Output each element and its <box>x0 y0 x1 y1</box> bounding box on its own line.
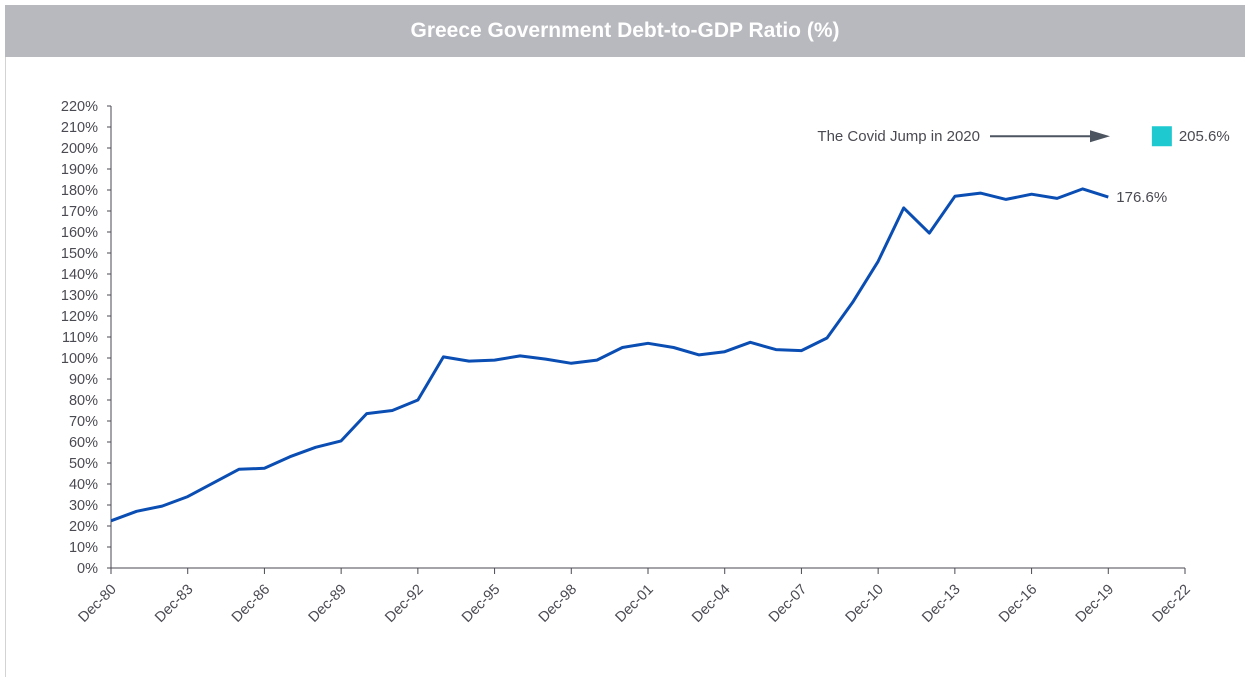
y-tick-label: 20% <box>69 519 98 535</box>
y-tick-label: 100% <box>61 351 98 367</box>
y-tick-label: 150% <box>61 246 98 262</box>
chart-title: Greece Government Debt-to-GDP Ratio (%) <box>5 5 1245 57</box>
y-tick-label: 30% <box>69 498 98 514</box>
y-tick-label: 70% <box>69 414 98 430</box>
end-value-label: 176.6% <box>1116 189 1167 206</box>
x-tick-label: Dec-80 <box>75 582 119 626</box>
x-tick-label: Dec-98 <box>536 582 580 626</box>
frame-border <box>5 57 6 677</box>
y-tick-label: 90% <box>69 372 98 388</box>
y-tick-label: 220% <box>61 99 98 115</box>
x-tick-label: Dec-10 <box>843 582 887 626</box>
y-tick-label: 160% <box>61 225 98 241</box>
x-tick-label: Dec-86 <box>229 582 273 626</box>
y-tick-label: 180% <box>61 183 98 199</box>
covid-marker <box>1151 126 1172 147</box>
x-tick-label: Dec-22 <box>1149 582 1193 626</box>
y-tick-label: 170% <box>61 204 98 220</box>
y-tick-label: 0% <box>77 561 98 577</box>
x-tick-label: Dec-04 <box>689 582 733 626</box>
y-axis: 0% 10% 20% 30% 40% 50% 60% 70% 80% 90% 100% 110% 120… <box>61 99 112 577</box>
x-tick-label: Dec-92 <box>382 582 426 626</box>
x-tick-label: Dec-13 <box>919 582 963 626</box>
debt-ratio-line <box>110 187 1109 523</box>
y-tick-label: 110% <box>62 330 98 346</box>
annotation-value-label: 205.6% <box>1179 128 1230 145</box>
x-tick-label: Dec-89 <box>306 582 350 626</box>
y-tick-label: 80% <box>69 393 98 409</box>
arrow-head-icon <box>1090 130 1110 143</box>
y-tick-label: 130% <box>61 288 98 304</box>
x-axis: Dec-80 Dec-83 Dec-86 Dec-89 Dec-92 Dec-95 Dec-… <box>75 567 1194 626</box>
series-group: 176.6% <box>110 187 1167 523</box>
annotation-group: The Covid Jump in 2020 205.6% <box>817 126 1230 147</box>
x-tick-label: Dec-01 <box>612 582 656 626</box>
y-tick-label: 60% <box>69 435 98 451</box>
x-tick-label: Dec-83 <box>152 582 196 626</box>
y-tick-label: 190% <box>61 162 98 178</box>
y-tick-label: 200% <box>61 141 98 157</box>
x-tick-label: Dec-95 <box>459 582 503 626</box>
x-tick-label: Dec-07 <box>766 582 810 626</box>
y-tick-label: 140% <box>61 267 98 283</box>
y-tick-label: 40% <box>69 477 98 493</box>
x-tick-label: Dec-16 <box>996 582 1040 626</box>
y-tick-label: 120% <box>61 309 98 325</box>
y-tick-label: 50% <box>69 456 98 472</box>
annotation-text: The Covid Jump in 2020 <box>817 128 980 145</box>
x-tick-label: Dec-19 <box>1073 582 1117 626</box>
y-tick-label: 210% <box>61 120 98 136</box>
y-tick-label: 10% <box>69 540 98 556</box>
